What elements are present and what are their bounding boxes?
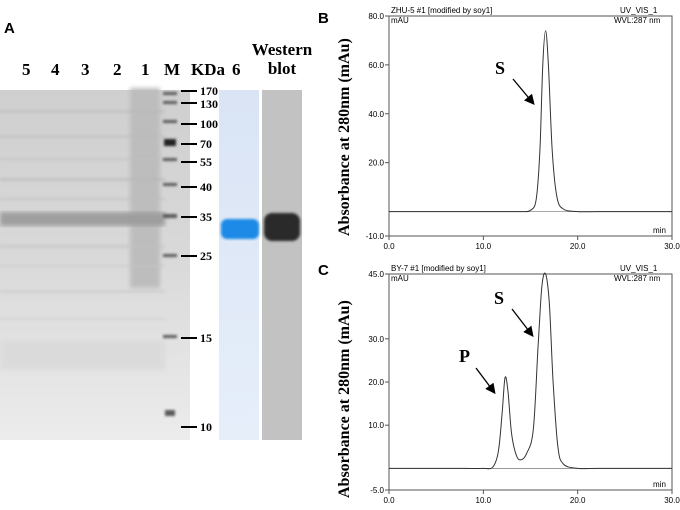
panel-c-header-left: BY-7 #1 [modified by soy1] bbox=[391, 264, 486, 273]
panel-c-header-right: UV_VIS_1 bbox=[620, 264, 658, 273]
panel-b-ytick-label: 20.0 bbox=[368, 159, 384, 168]
lane-4-label: 4 bbox=[51, 60, 60, 79]
marker-170: 170 bbox=[200, 84, 218, 98]
marker-100: 100 bbox=[200, 117, 218, 131]
panel-c-ytick-label: 45.0 bbox=[368, 270, 384, 279]
panel-b-xtick-label: 30.0 bbox=[664, 242, 680, 251]
panel-c-xtick-label: 30.0 bbox=[664, 496, 680, 505]
panel-b-trace bbox=[389, 30, 672, 213]
western-strip bbox=[262, 90, 302, 440]
western-label-line1: Western bbox=[251, 40, 313, 59]
panel-b-frame bbox=[388, 15, 673, 237]
panel-b-ytick-label: 80.0 bbox=[368, 12, 384, 21]
panel-c-ytick-label: 20.0 bbox=[368, 378, 384, 387]
panel-c-ytick-label: 10.0 bbox=[368, 421, 384, 430]
panel-c-xtick-label: 0.0 bbox=[383, 496, 395, 505]
panel-c-ytick-label: 30.0 bbox=[368, 335, 384, 344]
panel-b-header-left: ZHU-5 #1 [modified by soy1] bbox=[391, 6, 493, 15]
panel-b-wvl: WVL:287 nm bbox=[614, 16, 661, 25]
panel-b-unit: mAU bbox=[391, 16, 409, 25]
panel-c-unit: mAU bbox=[391, 274, 409, 283]
panel-c-frame bbox=[388, 273, 673, 491]
panel-b-ytick-label: -10.0 bbox=[366, 232, 385, 241]
western-label-line2: blot bbox=[267, 59, 297, 78]
panel-c-arrow-s bbox=[511, 308, 534, 338]
panel-c-ytick-label: -5.0 bbox=[370, 486, 384, 495]
panel-b-xtick-label: 20.0 bbox=[570, 242, 586, 251]
marker-70: 70 bbox=[200, 137, 212, 151]
marker-15: 15 bbox=[200, 331, 212, 345]
panel-c-wvl: WVL:287 nm bbox=[614, 274, 661, 283]
panel-c-peak-s: S bbox=[494, 288, 505, 308]
panel-c-xunit: min bbox=[653, 480, 666, 489]
panel-b-letter: B bbox=[318, 10, 329, 27]
marker-130: 130 bbox=[200, 97, 218, 111]
lane-3-label: 3 bbox=[81, 60, 90, 79]
lane-m-label: M bbox=[164, 60, 181, 79]
lane-2-label: 2 bbox=[113, 60, 122, 79]
lane-1-label: 1 bbox=[141, 60, 150, 79]
kda-label: KDa bbox=[191, 60, 225, 79]
lane-6-band bbox=[221, 219, 259, 239]
panel-a-letter: A bbox=[4, 20, 15, 37]
panel-b-ytick-label: 40.0 bbox=[368, 110, 384, 119]
lane-6-label: 6 bbox=[232, 60, 241, 79]
panel-c-xtick-label: 20.0 bbox=[570, 496, 586, 505]
marker-55: 55 bbox=[200, 155, 212, 169]
panel-b-peak-s: S bbox=[495, 58, 506, 78]
marker-40: 40 bbox=[200, 180, 212, 194]
panel-b-ytick-label: 60.0 bbox=[368, 61, 384, 70]
panel-c-peak-p: P bbox=[459, 346, 470, 366]
panel-c-letter: C bbox=[318, 262, 329, 279]
western-blot-label: Western blot bbox=[250, 40, 314, 78]
panel-b-xtick-label: 0.0 bbox=[383, 242, 395, 251]
marker-25: 25 bbox=[200, 249, 212, 263]
marker-10: 10 bbox=[200, 420, 212, 434]
marker-35: 35 bbox=[200, 210, 212, 224]
panel-b-xunit: min bbox=[653, 226, 666, 235]
panel-b-header-right: UV_VIS_1 bbox=[620, 6, 658, 15]
panel-c-xtick-label: 10.0 bbox=[476, 496, 492, 505]
panel-b-arrow bbox=[512, 78, 535, 105]
marker-ticks bbox=[181, 90, 197, 428]
panel-b-xtick-label: 10.0 bbox=[476, 242, 492, 251]
lane-5-label: 5 bbox=[22, 60, 31, 79]
lane-1-smear bbox=[130, 88, 160, 288]
lane-6-strip bbox=[219, 90, 259, 440]
marker-ladder bbox=[163, 92, 177, 416]
panel-c-trace bbox=[389, 272, 672, 470]
overexpressed-band bbox=[0, 212, 165, 226]
panel-c-arrow-p bbox=[475, 367, 496, 395]
western-band bbox=[264, 213, 300, 241]
gel-background-bands bbox=[0, 110, 165, 320]
